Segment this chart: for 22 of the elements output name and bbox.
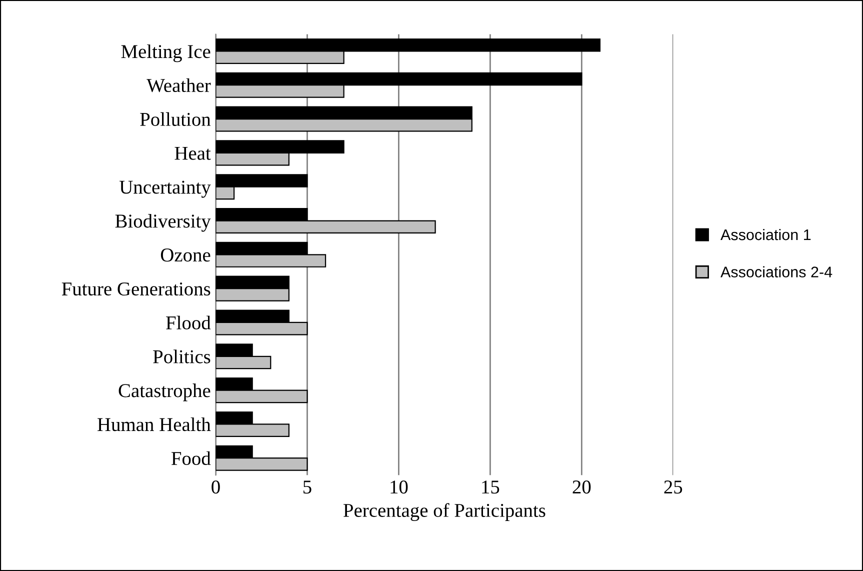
y-tick-label: Catastrophe	[118, 384, 210, 402]
y-tick-label: Uncertainty	[120, 180, 211, 198]
legend-label: Association 1	[720, 228, 811, 240]
y-tick-label: Future Generations	[62, 282, 210, 296]
x-axis-title: Percentage of Participants	[344, 503, 546, 522]
x-tick-label: 5	[303, 480, 312, 494]
x-tick-label: 15	[482, 480, 500, 494]
y-tick-label: Ozone	[160, 248, 210, 262]
x-tick-label: 20	[572, 480, 591, 494]
y-tick-label: Food	[171, 451, 211, 466]
y-tick-label: Pollution	[140, 112, 211, 126]
y-tick-label: Politics	[153, 350, 210, 364]
y-tick-label: Heat	[174, 146, 211, 160]
y-tick-label: Flood	[166, 316, 211, 330]
y-tick-label: Human Health	[98, 417, 211, 432]
x-tick-label: 10	[390, 480, 408, 494]
y-tick-label: Melting Ice	[121, 44, 210, 62]
y-tick-label: Biodiversity	[115, 214, 211, 232]
legend-label: Associations 2-4	[720, 266, 832, 278]
x-tick-label: 0	[212, 480, 220, 494]
x-tick-label: 25	[664, 480, 682, 494]
y-tick-label: Weather	[146, 78, 211, 92]
